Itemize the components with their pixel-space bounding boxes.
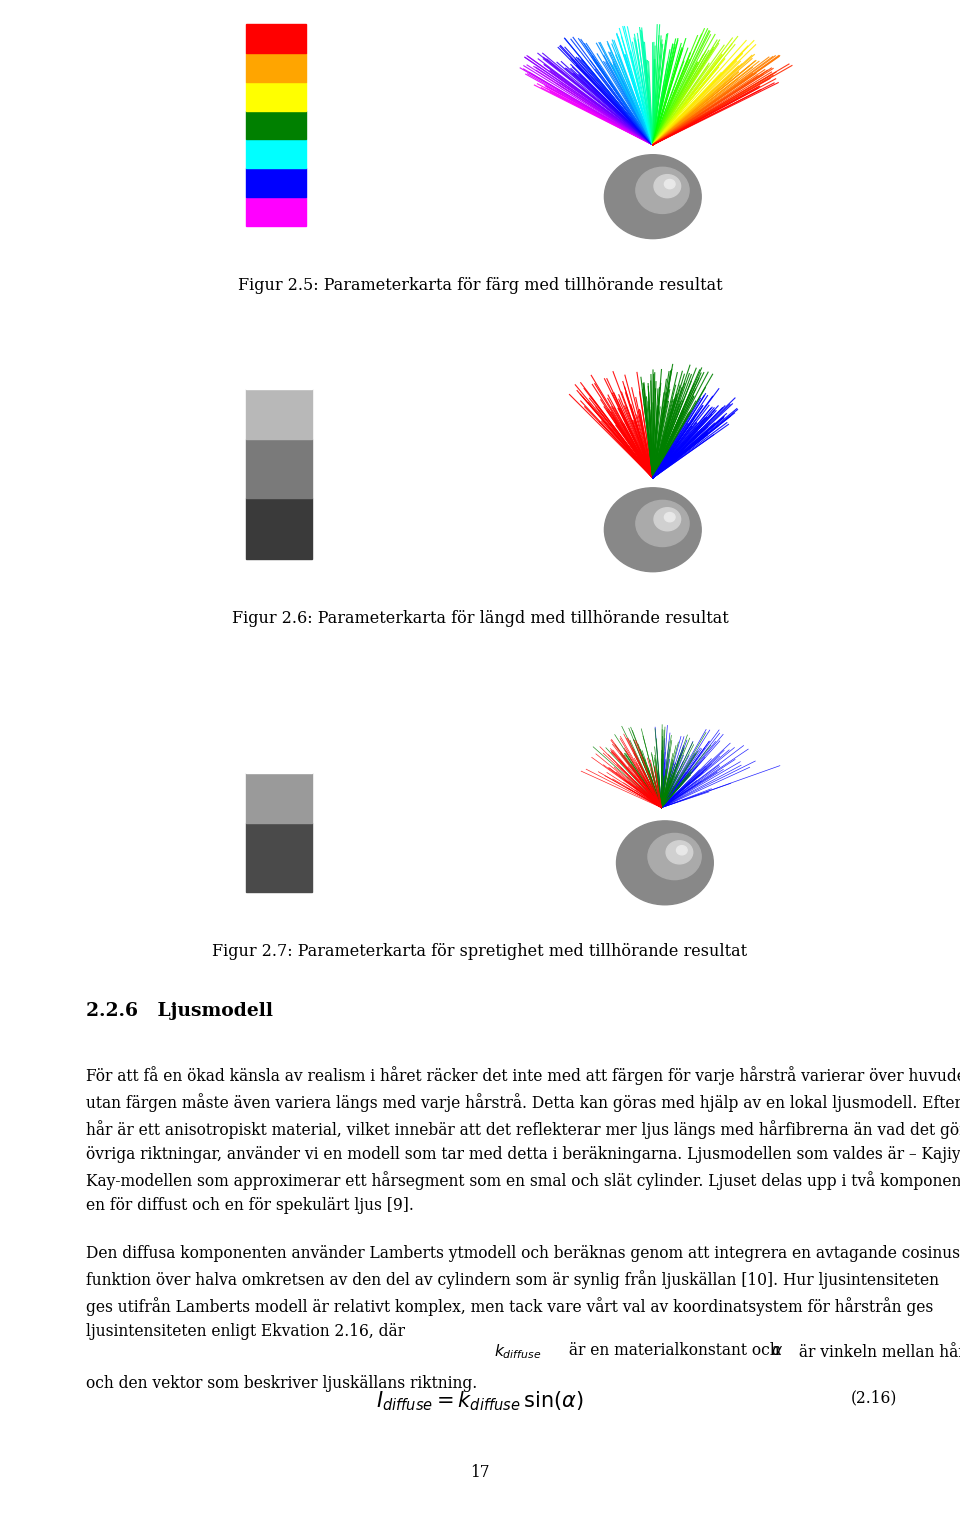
Bar (247, 353, 312, 389)
Text: $k_{diffuse}$: $k_{diffuse}$ (494, 1341, 541, 1361)
Bar (247, 82, 306, 111)
Text: är vinkeln mellan hårsegmentet: är vinkeln mellan hårsegmentet (794, 1341, 960, 1361)
Bar (247, 53, 306, 82)
Text: $I_{diffuse} = k_{diffuse}\,\sin(\alpha)$: $I_{diffuse} = k_{diffuse}\,\sin(\alpha)… (376, 1390, 584, 1414)
Bar (247, 439, 312, 498)
Text: (2.16): (2.16) (852, 1390, 898, 1407)
Text: Figur 2.7: Parameterkarta för spretighet med tillhörande resultat: Figur 2.7: Parameterkarta för spretighet… (212, 943, 748, 960)
Bar (247, 498, 312, 559)
Text: $\alpha$: $\alpha$ (771, 1341, 782, 1360)
Ellipse shape (648, 833, 701, 880)
Text: För att få en ökad känsla av realism i håret räcker det inte med att färgen för : För att få en ökad känsla av realism i h… (86, 1066, 960, 1214)
Ellipse shape (636, 500, 689, 547)
Text: Figur 2.5: Parameterkarta för färg med tillhörande resultat: Figur 2.5: Parameterkarta för färg med t… (238, 277, 722, 294)
Ellipse shape (677, 846, 687, 855)
Text: 2.2.6   Ljusmodell: 2.2.6 Ljusmodell (86, 1002, 274, 1020)
Bar (247, 389, 312, 439)
Ellipse shape (664, 513, 675, 522)
Bar (247, 139, 306, 168)
Bar (247, 684, 312, 772)
Text: 17: 17 (470, 1464, 490, 1481)
Ellipse shape (654, 507, 681, 531)
Bar (247, 824, 312, 892)
Ellipse shape (664, 180, 675, 189)
Text: Figur 2.6: Parameterkarta för längd med tillhörande resultat: Figur 2.6: Parameterkarta för längd med … (231, 610, 729, 627)
Bar (247, 772, 312, 824)
Ellipse shape (654, 174, 681, 198)
Ellipse shape (636, 168, 689, 213)
Bar (247, 24, 306, 53)
Ellipse shape (605, 488, 701, 572)
Text: Den diffusa komponenten använder Lamberts ytmodell och beräknas genom att integr: Den diffusa komponenten använder Lambert… (86, 1245, 960, 1340)
Text: är en materialkonstant och: är en materialkonstant och (564, 1341, 785, 1360)
Ellipse shape (605, 154, 701, 239)
Ellipse shape (666, 840, 693, 864)
Ellipse shape (616, 821, 713, 905)
Text: och den vektor som beskriver ljuskällans riktning.: och den vektor som beskriver ljuskällans… (86, 1375, 478, 1391)
Bar (247, 111, 306, 139)
Bar (247, 197, 306, 226)
Bar (247, 168, 306, 197)
